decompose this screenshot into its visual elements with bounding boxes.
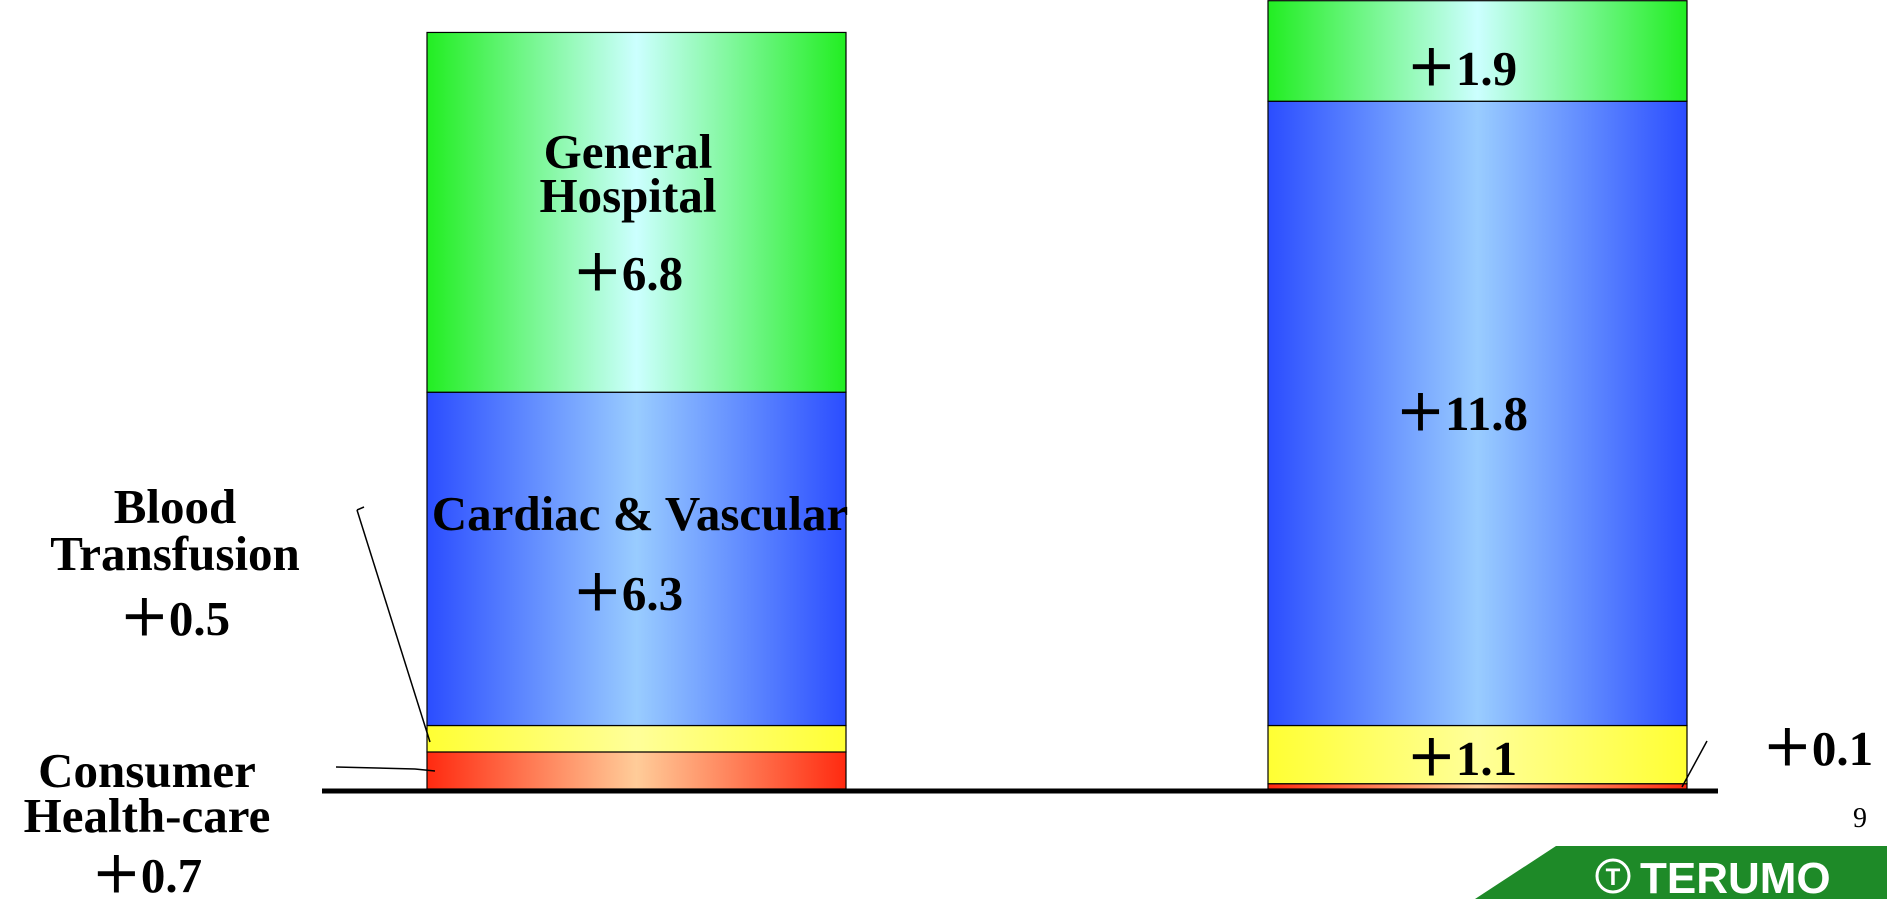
- consumer-healthcare-label-line1: Consumer: [38, 743, 256, 798]
- logo-text: TERUMO: [1640, 854, 1831, 899]
- cardiac-vascular-value-left: ＋6.3: [573, 566, 683, 621]
- logo-emblem-icon: [1595, 858, 1631, 894]
- blood-transfusion-label-line1: Blood: [114, 479, 237, 534]
- blood-transfusion-value-right: ＋1.1: [1407, 731, 1517, 786]
- consumer-healthcare-segment-left: [426, 751, 847, 790]
- logo-banner: [1475, 846, 1887, 899]
- bar-left: [426, 31, 847, 790]
- cardiac-vascular-value-right: ＋11.8: [1396, 386, 1528, 441]
- general-hospital-segment-right: [1267, 0, 1688, 102]
- consumer-healthcare-value-right: ＋0.1: [1763, 721, 1873, 776]
- logo-emblem-letter: T: [1606, 864, 1621, 891]
- general-hospital-segment-left: [426, 31, 847, 393]
- page-number: 9: [1853, 803, 1867, 834]
- blood-transfusion-label-line2: Transfusion: [50, 526, 300, 581]
- terumo-logo: T TERUMO: [1475, 846, 1887, 899]
- blood-transfusion-leader: [356, 509, 431, 743]
- general-hospital-value-right: ＋1.9: [1407, 41, 1517, 96]
- bar-right: [1267, 0, 1688, 790]
- consumer-healthcare-leader: [335, 766, 436, 772]
- cardiac-vascular-label: Cardiac & Vascular: [432, 486, 849, 541]
- consumer-healthcare-right-leader: [1681, 740, 1708, 788]
- blood-transfusion-segment-left: [426, 724, 847, 753]
- general-hospital-label-line2: Hospital: [540, 168, 717, 223]
- consumer-healthcare-label-line2: Health-care: [24, 788, 271, 843]
- general-hospital-label-line1: General: [544, 124, 713, 179]
- consumer-healthcare-value-left: ＋0.7: [92, 848, 202, 899]
- blood-transfusion-value-left: ＋0.5: [120, 591, 230, 646]
- cardiac-vascular-segment-left: [426, 391, 847, 727]
- general-hospital-value-left: ＋6.8: [573, 246, 683, 301]
- cardiac-vascular-segment-right: [1267, 100, 1688, 727]
- blood-transfusion-leader-tick: [356, 506, 365, 511]
